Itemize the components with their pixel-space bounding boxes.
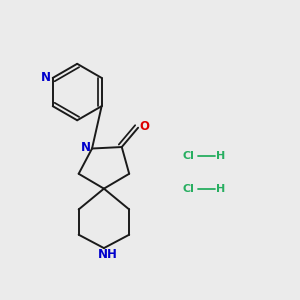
Text: O: O xyxy=(140,120,150,133)
Text: H: H xyxy=(216,151,225,161)
Text: Cl: Cl xyxy=(183,184,195,194)
Text: H: H xyxy=(216,184,225,194)
Text: Cl: Cl xyxy=(183,151,195,161)
Text: N: N xyxy=(80,140,91,154)
Text: N: N xyxy=(41,71,51,84)
Text: NH: NH xyxy=(98,248,117,261)
